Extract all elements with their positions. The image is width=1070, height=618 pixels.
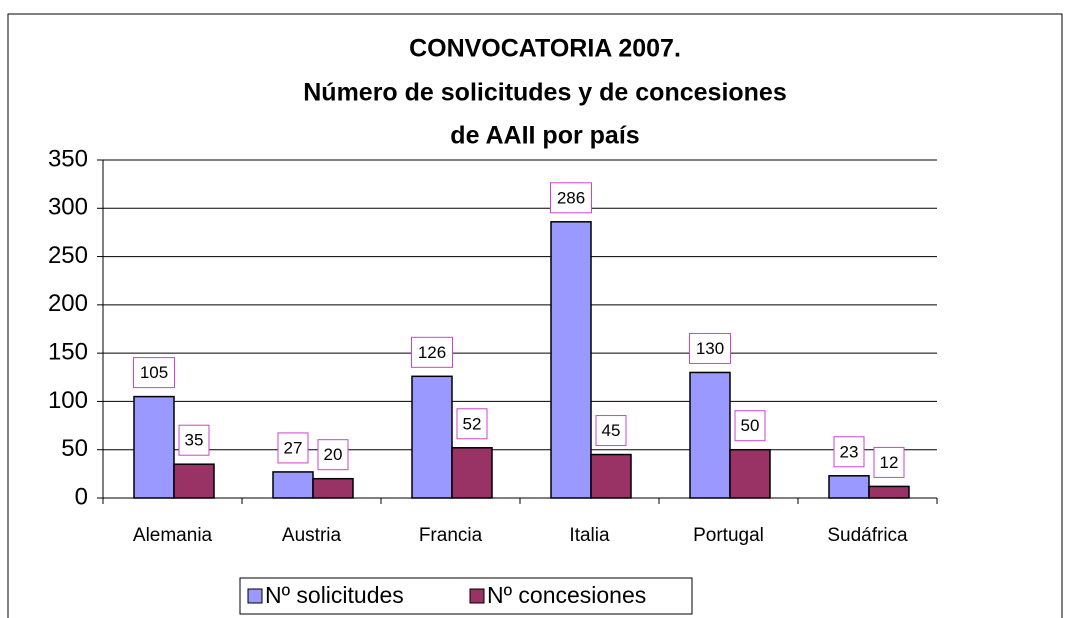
value-label: 45 <box>602 421 621 440</box>
value-label: 27 <box>284 438 303 457</box>
value-label-box <box>595 415 627 447</box>
y-tick-label: 150 <box>48 338 88 365</box>
bar <box>689 371 731 499</box>
value-label: 20 <box>324 445 343 464</box>
legend-swatch <box>247 588 263 604</box>
chart-title: Número de solicitudes y de concesiones <box>303 79 786 107</box>
value-label-box <box>734 410 766 442</box>
x-tick-label: Italia <box>569 525 610 546</box>
chart-title: de AAII por país <box>450 122 639 150</box>
value-label-box <box>833 436 865 468</box>
bar <box>272 471 314 499</box>
value-label-box <box>178 424 210 456</box>
y-tick-label: 50 <box>61 435 88 462</box>
chart-title: CONVOCATORIA 2007. <box>409 35 681 63</box>
value-label: 105 <box>140 363 168 382</box>
bar <box>729 448 771 499</box>
y-tick-label: 100 <box>48 387 88 414</box>
value-label: 12 <box>880 453 899 472</box>
bar <box>173 463 215 499</box>
bar <box>451 447 493 499</box>
x-tick-label: Portugal <box>693 525 764 546</box>
value-label: 35 <box>185 431 204 450</box>
legend-label: Nº concesiones <box>487 582 646 608</box>
value-label-box <box>277 432 309 464</box>
bar <box>590 453 632 499</box>
x-tick-label: Sudáfrica <box>827 525 908 546</box>
value-label-box <box>873 446 905 478</box>
value-label: 130 <box>696 339 724 358</box>
value-label: 23 <box>840 442 859 461</box>
value-label-box <box>411 336 453 368</box>
y-tick-label: 250 <box>48 242 88 269</box>
x-tick-label: Alemania <box>133 525 213 546</box>
bar <box>868 485 910 499</box>
bar <box>828 475 870 499</box>
y-tick-label: 300 <box>48 194 88 221</box>
value-label-box <box>456 408 488 440</box>
value-label-box <box>317 439 349 471</box>
value-label: 286 <box>557 188 585 207</box>
value-label-box <box>689 332 731 364</box>
bar <box>411 375 453 499</box>
x-tick-label: Austria <box>282 525 342 546</box>
y-tick-label: 350 <box>48 145 88 172</box>
y-tick-label: 0 <box>75 483 88 510</box>
legend-box <box>239 577 693 615</box>
value-label: 52 <box>463 414 482 433</box>
y-tick-label: 200 <box>48 290 88 317</box>
bar <box>133 395 175 499</box>
legend-swatch <box>469 588 485 604</box>
x-tick-label: Francia <box>419 525 483 546</box>
bar <box>312 477 354 499</box>
value-label: 50 <box>741 416 760 435</box>
chart-frame <box>7 13 1063 618</box>
legend-label: Nº solicitudes <box>265 582 404 608</box>
value-label-box <box>550 182 592 214</box>
value-label-box <box>133 357 175 389</box>
value-label: 126 <box>418 343 446 362</box>
bar <box>550 221 592 499</box>
